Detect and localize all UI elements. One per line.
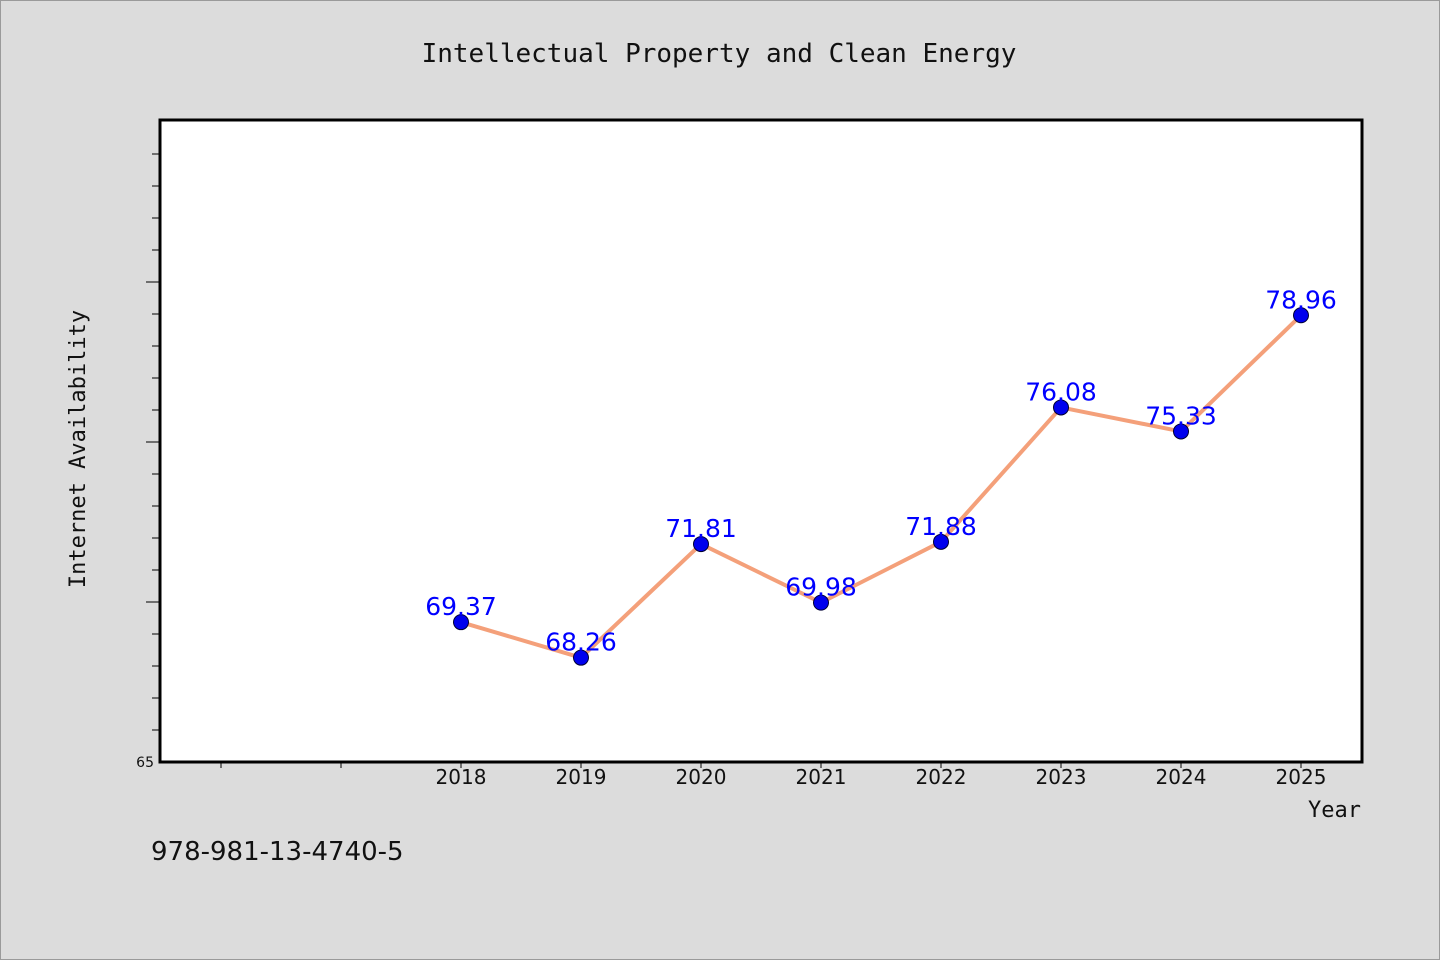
x-tick-label: 2019 — [556, 765, 607, 789]
data-point — [1053, 399, 1069, 416]
chart-title: Intellectual Property and Clean Energy — [422, 39, 1017, 69]
x-tick-label: 2025 — [1276, 765, 1327, 789]
x-tick-label: 2023 — [1036, 765, 1087, 789]
data-label: 69.98 — [785, 573, 857, 602]
plot-area — [158, 118, 1364, 764]
x-axis-ticks: 2018 2019 2020 2021 2022 2023 2024 2025 — [220, 762, 1327, 789]
data-label: 78.96 — [1265, 285, 1337, 314]
x-tick-label: 2022 — [916, 765, 967, 789]
x-tick-label: 2020 — [676, 765, 727, 789]
data-label: 76.08 — [1025, 377, 1097, 406]
data-label: 75.33 — [1145, 401, 1217, 430]
data-point — [693, 536, 709, 553]
data-label: 71.88 — [905, 512, 977, 541]
data-point — [1173, 423, 1189, 440]
data-point — [933, 533, 949, 550]
data-markers — [453, 307, 1309, 666]
data-point — [813, 594, 829, 611]
series-line — [460, 313, 1303, 660]
data-label: 68.26 — [545, 628, 617, 657]
y-axis-ticks — [146, 153, 160, 731]
x-tick-label: 2018 — [436, 765, 487, 789]
data-point — [1293, 307, 1309, 324]
data-labels: 69.37 68.26 71.81 69.98 71.88 76.08 75.33 78.96 — [425, 285, 1337, 656]
data-label: 69.37 — [425, 592, 497, 621]
data-point — [573, 649, 589, 666]
x-tick-label: 2024 — [1156, 765, 1207, 789]
x-tick-label: 2021 — [796, 765, 847, 789]
isbn-text: 978-981-13-4740-5 — [151, 837, 404, 867]
x-axis-label: Year — [1308, 798, 1361, 823]
data-label: 71.81 — [665, 514, 737, 543]
data-point — [453, 614, 469, 631]
y-tick-label-min: 65 — [136, 755, 154, 771]
y-axis-label: Internet Availability — [66, 310, 91, 588]
